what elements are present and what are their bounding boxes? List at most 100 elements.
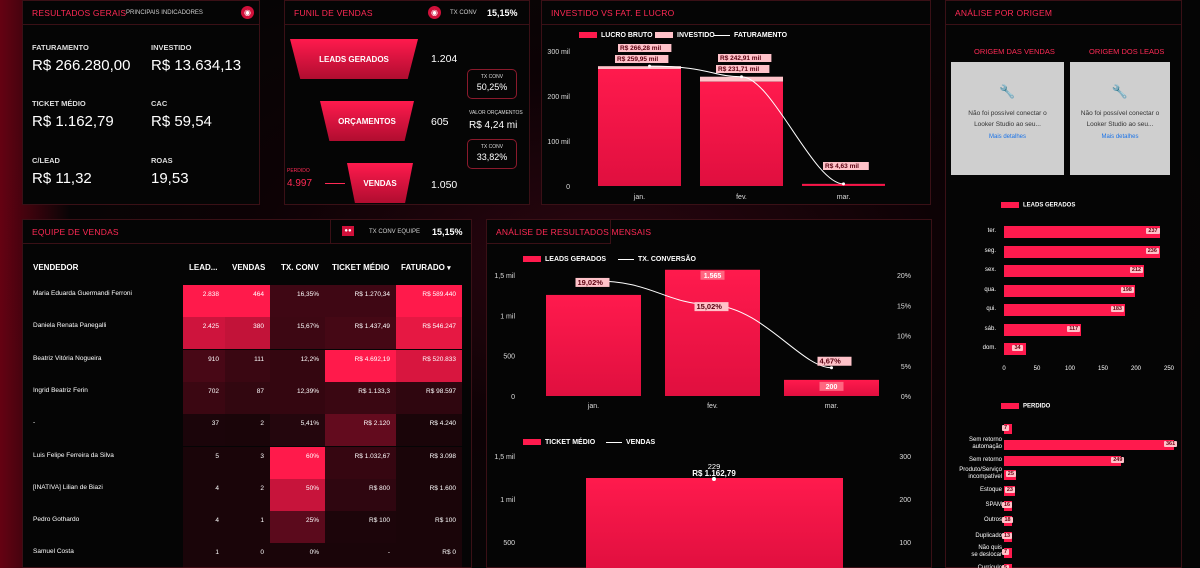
reason-bar (1004, 456, 1122, 466)
panel-header: Equipe de Vendas ●● TX CONV EQUIPE 15,15… (23, 220, 471, 244)
data-label-bg (618, 44, 672, 52)
col-faturado[interactable]: Faturado ▾ (401, 263, 451, 272)
x-tick-label: fev. (736, 194, 747, 201)
vendedor-name: - (33, 419, 36, 427)
panel-header: Resultados Gerais Principais indicadores… (23, 1, 259, 25)
heat-cell (396, 446, 462, 479)
fat-cell: R$ 98.597 (426, 387, 456, 395)
legend-swatch (1001, 202, 1019, 208)
bar-label: 1.565 (700, 270, 725, 280)
data-label: R$ 266,28 mil (618, 44, 672, 52)
reason-value: 16 (1002, 502, 1013, 508)
panel-header: Análise por Origem (946, 1, 1181, 25)
error-link[interactable]: Mais detalhes (988, 134, 1027, 140)
data-label-text: R$ 231,71 mil (718, 66, 759, 73)
reason-value: 23 (1004, 487, 1015, 493)
y-tick-label: 100 mil (547, 139, 570, 146)
vendedor-name: [INATIVA] Lilian de Biazi (33, 483, 103, 491)
vendedor-name: Beatriz Vitória Nogueira (33, 354, 102, 362)
tx-point (830, 366, 833, 370)
sort-desc-icon: ▾ (447, 265, 451, 272)
panel-header: Investido vs Fat. e Lucro (542, 1, 930, 25)
pct-label-text: 4,67% (820, 357, 842, 366)
heat-cell (325, 349, 396, 382)
pct-label-text: 19,02% (578, 278, 604, 287)
reason-label: Produto/Serviço (959, 467, 1002, 473)
heat-cell (183, 511, 225, 544)
data-label-text: R$ 242,91 mil (720, 55, 761, 62)
heat-cell (183, 478, 225, 511)
day-value: 212 (1129, 267, 1144, 273)
funnel-leads[interactable]: Leads Gerados (290, 39, 418, 79)
vendedor-name: Pedro Gothardo (33, 516, 80, 524)
funnel-orcamentos[interactable]: Orçamentos (320, 101, 414, 141)
data-label-bg (718, 54, 772, 62)
col-tx-conv[interactable]: TX. Conv (281, 263, 319, 272)
heat-cell (225, 478, 270, 511)
panel-title: Investido vs Fat. e Lucro (551, 8, 675, 18)
tx-cell: 60% (305, 452, 319, 460)
legend-label: Investido (677, 32, 715, 39)
data-label-bg (823, 162, 869, 170)
heat-cell (270, 285, 325, 317)
legend-leads-dia: Leads Gerados (1001, 202, 1075, 209)
col-leads[interactable]: Lead... (189, 263, 218, 272)
heat-cell (396, 511, 462, 544)
reason-label: Currículo (977, 565, 1002, 568)
x-tick-label: mar. (825, 403, 839, 410)
y-tick-label: 0 (511, 394, 515, 401)
col-vendas[interactable]: Vendas (232, 263, 266, 272)
day-bar (1004, 226, 1161, 238)
heat-cell (183, 317, 225, 350)
conv-label: TX CONV (480, 74, 504, 80)
col-ticket[interactable]: Ticket Médio (332, 263, 390, 272)
bar-leads (546, 294, 641, 396)
legend-label: Perdido (1023, 403, 1051, 410)
legend-swatch (655, 32, 673, 39)
funnel-leads-value: 1.204 (431, 53, 458, 65)
y-tick-label: 1,5 mil (494, 273, 515, 280)
perdido-chart: 7 Sem retorno automação 361 Sem retorno 249 Pr… (946, 418, 1183, 568)
day-label: sáb. (984, 325, 996, 332)
heat-cell (225, 349, 270, 382)
day-value: 117 (1067, 325, 1081, 332)
ticket-cell: R$ 1.437,49 (354, 323, 390, 331)
leads-cell: 2.838 (202, 291, 219, 298)
legend-swatch (523, 439, 541, 446)
funnel-vendas[interactable]: Vendas (347, 163, 413, 203)
ticket-cell: R$ 100 (369, 517, 390, 525)
y2-tick-label: 300 (899, 454, 911, 461)
vendas-cell: 464 (253, 291, 264, 298)
vendas-cell: 2 (260, 484, 264, 492)
bar-label-text: 1.565 (704, 273, 722, 280)
chart-icon[interactable]: ◉ (428, 6, 441, 19)
reason-label: Duplicado (975, 533, 1002, 539)
vendas-label: 229 (708, 462, 721, 471)
col-vendedor[interactable]: Vendedor (33, 263, 79, 272)
y-tick-label: 300 mil (547, 49, 570, 56)
y-tick-label: 0 (566, 184, 570, 191)
kpi-label: ROAS (151, 156, 173, 165)
vendedor-name: Luis Felipe Ferreira da Silva (33, 451, 114, 459)
valor-label: Valor Orçamentos (469, 110, 523, 116)
kpi-value: 19,53 (151, 170, 189, 187)
pct-label: 4,67% (817, 356, 852, 366)
reason-value: 7 (1002, 549, 1010, 555)
heat-cell (225, 381, 270, 414)
reason-value: 25 (1005, 471, 1016, 477)
day-bar (1004, 265, 1144, 277)
x-tick-label: 200 (1130, 366, 1141, 372)
bar-leads (665, 269, 760, 396)
panel-title: Equipe de Vendas (32, 227, 119, 237)
kpi-value: R$ 266.280,00 (32, 57, 131, 74)
vendas-cell: 1 (260, 517, 264, 525)
perdido-label: Perdido (287, 168, 310, 174)
panel-subtitle: Principais indicadores (126, 10, 203, 16)
vendas-cell: 2 (260, 420, 264, 428)
heat-cell (270, 349, 325, 382)
reason-label: incompatível (968, 474, 1002, 480)
chart-icon[interactable]: ◉ (241, 6, 254, 19)
perdido-line (325, 183, 345, 184)
legend-label: Lucro Bruto (601, 32, 653, 39)
error-link[interactable]: Mais detalhes (1101, 134, 1139, 140)
